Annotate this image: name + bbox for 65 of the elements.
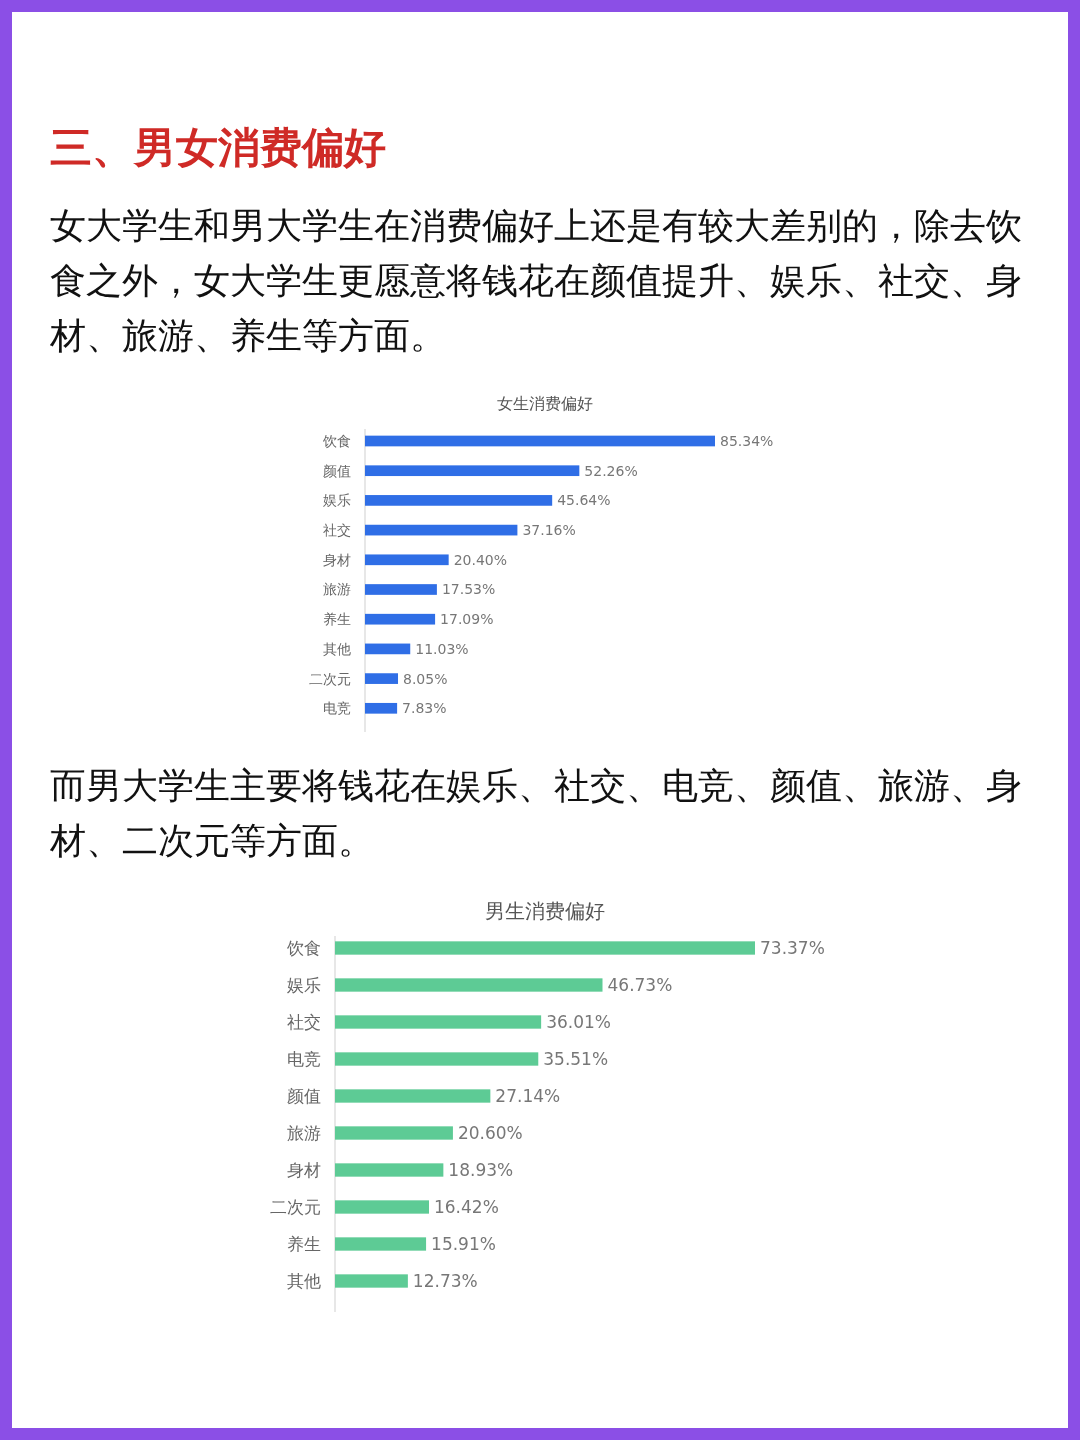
y-tick-label: 旅游: [287, 1122, 321, 1143]
data-label: 20.40%: [453, 551, 508, 568]
bar: [365, 465, 580, 477]
bar: [365, 435, 715, 447]
y-tick-label: 身材: [287, 1159, 321, 1180]
bar: [335, 1089, 491, 1103]
data-label: 7.83%: [402, 700, 447, 717]
text: 女大学生和男大学生在消费偏好上还是有较大差别的，除去饮食之外，女大学生更愿意将钱花在颜值提升、娱乐、社交、身材、旅游、养生等方面。: [50, 204, 1023, 358]
bar: [365, 584, 437, 595]
y-tick-label: 颜值: [287, 1085, 321, 1106]
bar: [335, 978, 603, 992]
y-tick-label: 养生: [287, 1233, 321, 1254]
bar: [335, 941, 755, 955]
data-label: 16.42%: [433, 1196, 499, 1217]
bar: [365, 613, 436, 625]
data-label: 8.05%: [403, 670, 448, 687]
bar: [335, 1237, 427, 1251]
y-tick-label: 旅游: [323, 581, 351, 598]
data-label: 52.26%: [584, 462, 638, 479]
y-tick-label: 电竞: [323, 700, 351, 717]
data-label: 35.51%: [543, 1048, 609, 1069]
data-label: 37.16%: [522, 522, 576, 538]
data-label: 85.34%: [720, 432, 774, 449]
data-label: 46.73%: [607, 974, 673, 995]
chart-title: 女生消费偏好: [497, 394, 593, 413]
y-tick-label: 二次元: [309, 670, 351, 687]
y-tick-label: 身材: [323, 551, 351, 568]
data-label: 11.03%: [415, 640, 469, 657]
y-tick-label: 娱乐: [323, 492, 351, 509]
text: 三、男女消费偏好: [50, 122, 387, 174]
bar: [365, 554, 449, 566]
y-tick-label: 社交: [287, 1011, 321, 1032]
bar: [335, 1052, 539, 1066]
y-tick-label: 电竞: [287, 1048, 321, 1069]
data-label: 17.09%: [440, 611, 494, 628]
bar: [335, 1274, 408, 1288]
bar: [365, 673, 399, 684]
y-tick-label: 其他: [287, 1270, 321, 1291]
y-tick-label: 饮食: [286, 937, 321, 958]
y-tick-label: 娱乐: [287, 974, 321, 995]
y-tick-label: 养生: [323, 611, 351, 628]
bar: [365, 702, 398, 714]
bar: [335, 1126, 453, 1140]
data-label: 17.53%: [441, 581, 496, 598]
y-tick-label: 社交: [323, 522, 351, 538]
y-tick-label: 颜值: [323, 462, 351, 479]
bar: [335, 1200, 429, 1214]
data-label: 15.91%: [431, 1233, 496, 1254]
bar: [365, 524, 518, 536]
bar: [335, 1163, 444, 1177]
bar: [335, 1015, 542, 1029]
bar: [365, 643, 411, 655]
y-tick-label: 饮食: [322, 432, 351, 449]
data-label: 27.14%: [495, 1085, 561, 1106]
data-label: 20.60%: [457, 1122, 523, 1143]
data-label: 73.37%: [760, 937, 825, 958]
data-label: 18.93%: [448, 1159, 514, 1180]
data-label: 45.64%: [557, 492, 611, 509]
text: 而男大学生主要将钱花在娱乐、社交、电竞、颜值、旅游、身材、二次元等方面。: [50, 764, 1023, 863]
y-tick-label: 其他: [323, 640, 351, 657]
data-label: 36.01%: [546, 1011, 611, 1032]
bar: [365, 495, 553, 506]
data-label: 12.73%: [412, 1270, 478, 1291]
y-tick-label: 二次元: [270, 1196, 321, 1217]
chart-title: 男生消费偏好: [485, 899, 605, 923]
